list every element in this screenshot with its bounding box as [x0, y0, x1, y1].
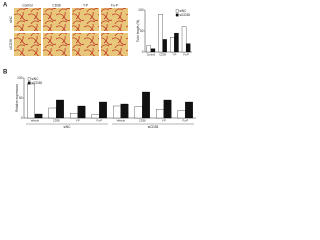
- x-tick-label: Y-P: [172, 53, 176, 57]
- column-label: Control: [22, 3, 33, 7]
- micrograph: [14, 33, 41, 56]
- y-axis-label: Tube length (%): [136, 20, 140, 43]
- micrograph: [72, 8, 99, 31]
- micrograph: [43, 33, 70, 56]
- column-label: Y-P: [83, 3, 88, 7]
- group-label: siNC: [64, 125, 72, 129]
- page: A B Control CD38 Y-P Fu-P siNC siCD38 0 50 100 Tu…: [0, 0, 200, 135]
- micrograph: [72, 33, 99, 56]
- bar: [77, 105, 86, 119]
- x-tick-label: Y-P: [162, 119, 166, 123]
- y-tick-label: 0: [142, 50, 144, 54]
- bar: [170, 37, 175, 53]
- bar: [56, 99, 64, 119]
- legend-label: siCD38: [180, 13, 191, 17]
- group-label: siCD38: [148, 125, 159, 129]
- legend-label: siNC: [32, 77, 40, 81]
- bar: [150, 48, 156, 53]
- bar: [120, 103, 129, 119]
- bar: [70, 113, 78, 119]
- legend-swatch: [175, 13, 179, 17]
- y-tick-label: 100: [17, 76, 23, 80]
- y-tick-label: 100: [138, 8, 144, 12]
- legend-label: siCD38: [32, 81, 43, 85]
- micrograph: [101, 33, 128, 56]
- bar: [181, 26, 187, 53]
- y-tick-label: 0: [21, 116, 23, 120]
- x-tick-label: CD38: [159, 53, 166, 57]
- bar: [27, 83, 35, 119]
- x-tick-label: CD38: [139, 119, 146, 123]
- x-tick-label: CD38: [53, 119, 60, 123]
- bar: [163, 99, 172, 119]
- micrograph: [43, 8, 70, 31]
- y-axis-label: Relative expression: [15, 84, 19, 112]
- panel-label: A: [3, 3, 8, 9]
- x-tick-label: Fu-P: [183, 53, 189, 57]
- bar: [185, 101, 193, 119]
- bar: [177, 110, 186, 119]
- legend-swatch: [175, 9, 179, 13]
- x-tick-label: Fu-P: [96, 119, 102, 123]
- bar: [162, 39, 167, 53]
- bar: [158, 14, 163, 53]
- x-tick-label: Vehicle: [117, 119, 126, 123]
- column-label: Fu-P: [111, 3, 118, 7]
- row-label: siNC: [9, 15, 13, 23]
- bar: [134, 106, 143, 119]
- x-tick-label: Y-P: [76, 119, 80, 123]
- bar: [99, 101, 107, 119]
- image-grid: [14, 8, 128, 56]
- bar: [185, 43, 191, 53]
- x-tick-label: Vehicle: [31, 119, 40, 123]
- bar: [174, 32, 179, 53]
- legend-label: siNC: [180, 9, 188, 13]
- bar: [48, 107, 57, 119]
- figure: A B Control CD38 Y-P Fu-PsiNCsiCD38050100Tu…: [3, 3, 196, 129]
- x-tick-label: Control: [147, 53, 156, 57]
- x-tick-label: Fu-P: [182, 119, 188, 123]
- micrograph: [14, 8, 41, 31]
- bar: [34, 113, 43, 119]
- bar: [142, 91, 150, 119]
- column-label: CD38: [52, 3, 60, 7]
- bar: [91, 114, 100, 119]
- y-tick-label: 50: [19, 96, 23, 100]
- panel-label: B: [3, 70, 8, 76]
- row-label: siCD38: [9, 39, 13, 50]
- bar: [113, 105, 121, 119]
- micrograph: [101, 8, 128, 31]
- bar: [146, 45, 152, 53]
- legend-swatch: [27, 81, 31, 85]
- bar: [156, 109, 164, 119]
- legend-swatch: [27, 77, 31, 81]
- y-tick-label: 50: [140, 29, 144, 33]
